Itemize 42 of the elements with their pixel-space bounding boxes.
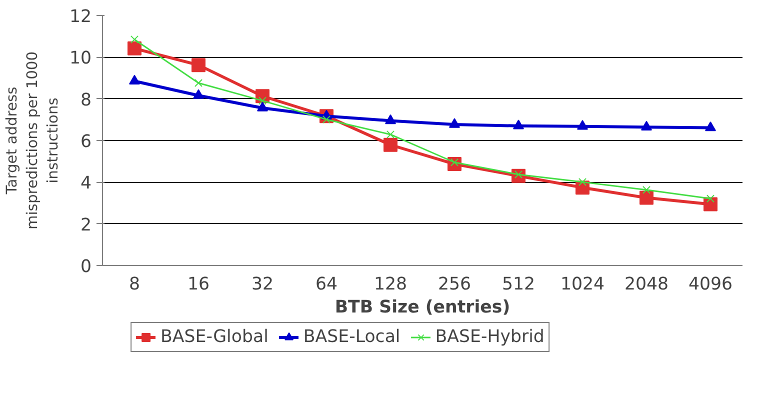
x-tick-label: 2048 <box>624 274 669 294</box>
point <box>194 78 203 88</box>
point <box>577 120 588 130</box>
legend-label: BASE-Local <box>303 327 400 347</box>
point <box>513 120 524 130</box>
y-tick-label: 6 <box>80 132 92 152</box>
legend-label: BASE-Hybrid <box>435 327 544 347</box>
x-tick-label: 8 <box>128 274 140 294</box>
x-tick-label: 128 <box>374 274 408 294</box>
point <box>128 41 142 56</box>
x-tick-label: 4096 <box>688 274 733 294</box>
y-tick-label: 10 <box>69 48 92 69</box>
x-tick-label: 1024 <box>560 274 605 294</box>
point <box>384 138 398 152</box>
y-tick-label: 12 <box>69 7 92 27</box>
point <box>642 186 651 194</box>
point <box>386 130 395 138</box>
point <box>705 122 716 132</box>
point <box>129 74 140 85</box>
x-tick-label: 64 <box>315 274 338 294</box>
point <box>640 190 654 205</box>
x-axis-title: BTB Size (entries) <box>334 298 510 318</box>
y-tick-label: 4 <box>80 174 92 194</box>
point <box>257 102 268 112</box>
x-tick-label: 16 <box>187 274 210 294</box>
legend-label: BASE-Global <box>160 327 268 347</box>
point <box>706 194 715 203</box>
y-tick-label: 8 <box>80 90 92 110</box>
point <box>130 35 139 44</box>
y-tick-label: 0 <box>80 257 92 277</box>
point <box>193 89 204 99</box>
point <box>449 118 460 128</box>
y-axis-title: Target address mispredictions per 1000 instructions <box>4 51 62 230</box>
point <box>704 197 718 212</box>
x-tick-label: 32 <box>251 274 274 294</box>
x-tick-label: 512 <box>502 274 536 294</box>
x-tick-label: 256 <box>438 274 472 294</box>
point <box>385 114 396 124</box>
point <box>192 58 206 72</box>
y-tick-label: 2 <box>80 215 92 236</box>
point <box>578 178 587 186</box>
point <box>641 120 652 131</box>
